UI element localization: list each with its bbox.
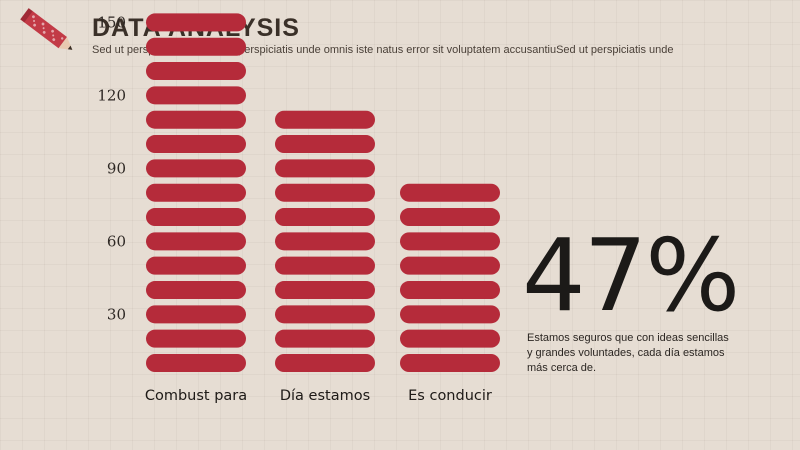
bar-segment: [146, 232, 246, 251]
bar-segment: [400, 281, 500, 300]
bar-segment: [275, 208, 375, 227]
x-category-label: Día estamos: [280, 388, 370, 404]
bar-segment: [146, 183, 246, 202]
y-tick-label: 60: [107, 232, 126, 250]
bar-chart: 150 120 90 60 30 Combust para Día estamos Es co…: [97, 13, 500, 404]
y-tick-label: 150: [97, 13, 126, 31]
bar-segment: [400, 305, 500, 324]
bar-segment: [400, 329, 500, 348]
bar-segment: [146, 13, 246, 32]
pencil-icon: [20, 8, 73, 50]
bar-segment: [400, 256, 500, 275]
stat-description: Estamos seguros que con ideas sencillas …: [527, 332, 729, 374]
bar-di-a-estamos: [275, 110, 375, 372]
bar-segment: [275, 281, 375, 300]
bar-segment: [275, 329, 375, 348]
bar-segment: [275, 135, 375, 154]
x-category-label: Es conducir: [408, 388, 492, 404]
y-tick-label: 30: [107, 305, 126, 323]
bar-segment: [146, 135, 246, 154]
bar-segment: [146, 256, 246, 275]
bar-segment: [146, 86, 246, 105]
bar-segment: [275, 305, 375, 324]
bar-segment: [400, 183, 500, 202]
bar-segment: [400, 208, 500, 227]
bar-segment: [146, 281, 246, 300]
stat-value: 47%: [522, 217, 740, 334]
y-tick-label: 90: [107, 159, 126, 177]
bar-segment: [275, 354, 375, 372]
bar-segment: [146, 329, 246, 348]
bar-segment: [275, 232, 375, 251]
bar-segment: [275, 159, 375, 178]
bar-segment: [400, 354, 500, 372]
bar-segment: [146, 110, 246, 129]
bar-segment: [146, 354, 246, 372]
bar-segment: [146, 208, 246, 227]
bar-segment: [275, 256, 375, 275]
bar-segment: [275, 183, 375, 202]
bar-segment: [146, 62, 246, 81]
y-tick-label: 120: [97, 86, 126, 104]
bar-segment: [275, 110, 375, 129]
bar-es-conducir: [400, 183, 500, 372]
bar-segment: [146, 37, 246, 56]
bar-segment: [146, 159, 246, 178]
bar-combust-para: [146, 13, 246, 372]
bar-segment: [400, 232, 500, 251]
bar-segment: [146, 305, 246, 324]
x-category-label: Combust para: [145, 388, 247, 404]
